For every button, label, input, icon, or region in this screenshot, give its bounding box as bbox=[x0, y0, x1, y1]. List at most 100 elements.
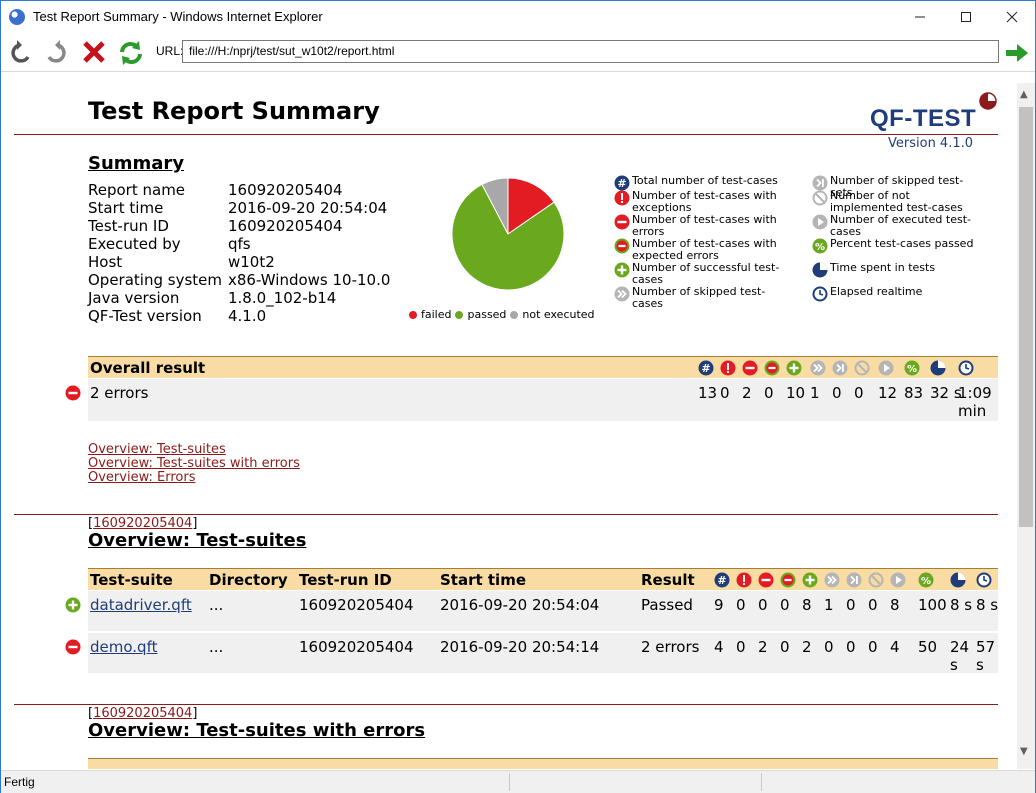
minimize-button[interactable] bbox=[897, 1, 943, 32]
divider bbox=[14, 514, 998, 515]
pie-legend: failed passed not executed bbox=[409, 308, 595, 321]
pie-slice-failed bbox=[507, 177, 555, 235]
skipped-icon bbox=[614, 286, 630, 302]
pie-legend-failed: failed bbox=[421, 308, 452, 321]
legend-item: Time spent in tests bbox=[812, 262, 1012, 278]
total-icon bbox=[714, 572, 730, 588]
suite-metric-value: 1 bbox=[824, 596, 834, 614]
suite-link[interactable]: datadriver.qft bbox=[90, 596, 192, 614]
suite-row: datadriver.qft... 160920205404 2016-09-20 … bbox=[88, 591, 998, 631]
not-implemented-icon bbox=[812, 190, 828, 206]
not-implemented-icon bbox=[868, 572, 884, 588]
summary-heading: Summary bbox=[88, 153, 185, 174]
status-bar: Fertig bbox=[1, 770, 1035, 793]
suite-start-time: 2016-09-20 20:54:04 bbox=[440, 596, 600, 614]
failed-dot bbox=[409, 310, 417, 319]
error-status-icon bbox=[65, 639, 81, 655]
success-status-icon bbox=[65, 597, 81, 613]
expected-error-icon bbox=[780, 572, 796, 588]
legend-text: Number of test-cases with expected error… bbox=[632, 237, 777, 262]
legend-item: Number of test-cases with exceptions bbox=[614, 190, 814, 214]
summary-value: 1.8.0_102-b14 bbox=[228, 289, 337, 307]
suite-metric-value: 8 bbox=[802, 596, 812, 614]
summary-value: 2016-09-20 20:54:04 bbox=[228, 199, 388, 217]
legend-item: Percent test-cases passed bbox=[812, 238, 1012, 254]
suite-metric-value: 8 s bbox=[950, 596, 973, 614]
overall-metric-value: 12 bbox=[878, 384, 898, 402]
maximize-button[interactable] bbox=[943, 1, 989, 32]
suites-column-header: Test-suite bbox=[90, 571, 173, 589]
suite-link[interactable]: demo.qft bbox=[90, 638, 158, 656]
summary-row: Report name 160920205404 bbox=[88, 181, 390, 199]
legend-text: Number of not implemented test-cases bbox=[830, 189, 963, 214]
total-icon bbox=[698, 360, 714, 376]
suite-metric-value: 8 s bbox=[976, 596, 999, 614]
suites-column-header: Directory bbox=[209, 571, 288, 589]
suite-metric-value: 8 bbox=[890, 596, 900, 614]
suite-metric-value: 4 bbox=[714, 638, 724, 656]
executed-icon bbox=[878, 360, 894, 376]
overall-metric-value: 2 bbox=[742, 384, 752, 402]
qftest-logo-mark bbox=[979, 91, 998, 110]
suite-metric-value: 0 bbox=[736, 638, 746, 656]
link-overview-test-suites[interactable]: Overview: Test-suites bbox=[88, 442, 226, 457]
logo-text: QF-TEST bbox=[870, 105, 977, 132]
summary-value: 4.1.0 bbox=[228, 307, 267, 325]
url-input[interactable]: file:///H:/nprj/test/sut_w10t2/report.ht… bbox=[182, 40, 999, 63]
run-id-anchor-link[interactable]: 160920205404 bbox=[93, 516, 193, 531]
close-window-button[interactable] bbox=[989, 1, 1035, 32]
legend-item: Number of successful test-cases bbox=[614, 262, 814, 286]
close-icon bbox=[1006, 11, 1018, 22]
legend-text: Number of test-cases with exceptions bbox=[632, 189, 777, 214]
go-button[interactable] bbox=[1004, 41, 1030, 65]
summary-value: w10t2 bbox=[228, 253, 275, 271]
legend-text: Percent test-cases passed bbox=[830, 237, 974, 250]
legend-item: Number of skipped test-sets bbox=[812, 175, 1012, 199]
anchor-link-line: [160920205404] bbox=[88, 516, 198, 531]
overall-result-text: 2 errors bbox=[90, 384, 149, 402]
success-icon bbox=[614, 262, 630, 278]
suite-metric-value: 24 s bbox=[950, 638, 970, 674]
back-button[interactable] bbox=[6, 39, 34, 67]
summary-row: QF-Test version 4.1.0 bbox=[88, 307, 390, 325]
link-overview-suites-with-errors[interactable]: Overview: Test-suites with errors bbox=[88, 456, 300, 471]
not-executed-dot bbox=[510, 310, 519, 319]
suite-result: Passed bbox=[641, 596, 693, 614]
scroll-down-icon[interactable]: ▼ bbox=[1020, 746, 1028, 757]
suite-metric-value: 0 bbox=[824, 638, 834, 656]
suites-column-header: Start time bbox=[440, 571, 527, 589]
legend-item: Elapsed realtime bbox=[812, 286, 1012, 302]
window-title: Test Report Summary - Windows Internet E… bbox=[33, 9, 323, 24]
suite-metric-value: 100 bbox=[918, 596, 947, 614]
scrollbar-thumb[interactable] bbox=[1019, 107, 1033, 527]
clock-icon bbox=[812, 286, 828, 302]
legend-text: Total number of test-cases bbox=[632, 174, 778, 187]
error-icon bbox=[614, 214, 630, 230]
status-separator bbox=[761, 773, 762, 791]
forward-button[interactable] bbox=[43, 39, 71, 67]
error-icon bbox=[742, 360, 758, 376]
stop-button[interactable] bbox=[81, 39, 109, 67]
overall-metric-value: 1:09 min bbox=[958, 384, 992, 420]
suites-column-header: Result bbox=[641, 571, 695, 589]
forward-arrow-icon bbox=[47, 40, 66, 63]
minimize-icon bbox=[915, 16, 925, 17]
legend-item: Number of skipped test-cases bbox=[614, 286, 814, 310]
suite-metric-value: 2 bbox=[802, 638, 812, 656]
overall-metric-value: 83 bbox=[904, 384, 924, 402]
suite-row: demo.qft... 160920205404 2016-09-20 20:54:… bbox=[88, 633, 998, 674]
run-id-anchor-link[interactable]: 160920205404 bbox=[93, 706, 193, 721]
vertical-scrollbar[interactable]: ▲ ▼ bbox=[1017, 83, 1035, 769]
link-overview-errors[interactable]: Overview: Errors bbox=[88, 470, 196, 485]
summary-row: Executed by qfs bbox=[88, 235, 390, 253]
scroll-up-icon[interactable]: ▲ bbox=[1020, 89, 1028, 100]
overall-metric-value: 0 bbox=[720, 384, 730, 402]
exception-icon bbox=[736, 572, 752, 588]
legend-item: Number of executed test-cases bbox=[812, 214, 1012, 238]
summary-key: QF-Test version bbox=[88, 307, 202, 325]
skipped-icon bbox=[824, 572, 840, 588]
passed-dot bbox=[455, 310, 464, 319]
divider bbox=[14, 704, 998, 705]
suite-metric-value: 2 bbox=[758, 638, 768, 656]
refresh-button[interactable] bbox=[117, 39, 145, 67]
